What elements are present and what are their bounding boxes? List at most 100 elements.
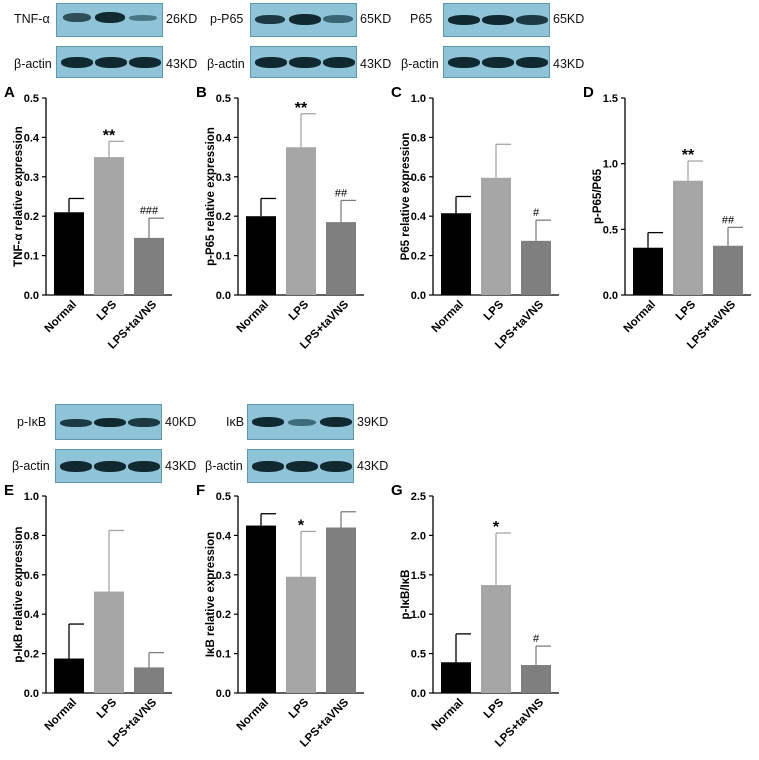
blot-kd-pikb: 40KD bbox=[165, 415, 197, 429]
y-tick-label: 0.0 bbox=[411, 290, 426, 302]
y-tick-label: 0.2 bbox=[24, 649, 39, 661]
y-tick-label: 0.0 bbox=[24, 290, 39, 302]
category-label: Normal bbox=[622, 299, 659, 336]
blot-strip-p65 bbox=[443, 3, 550, 37]
bar-lps-tavns bbox=[134, 667, 164, 693]
y-tick-label: 0.2 bbox=[411, 251, 426, 263]
category-label: LPS bbox=[95, 298, 120, 323]
bar-lps bbox=[673, 180, 703, 295]
band bbox=[320, 417, 352, 427]
significance-label: * bbox=[493, 519, 500, 536]
band bbox=[482, 15, 514, 25]
y-axis-label: p-P65 relative expression bbox=[205, 127, 217, 266]
y-tick-label: 1.0 bbox=[411, 93, 426, 105]
y-tick-label: 0.2 bbox=[216, 609, 231, 621]
significance-label: ** bbox=[295, 100, 308, 117]
y-axis-label: p-IκB/IκB bbox=[400, 570, 412, 620]
panel-letter-c: C bbox=[391, 84, 402, 101]
y-tick-label: 0.8 bbox=[24, 530, 39, 542]
y-tick-label: 0.5 bbox=[603, 224, 618, 236]
band bbox=[448, 57, 480, 68]
significance-label: ** bbox=[682, 147, 695, 164]
panel-letter-b: B bbox=[196, 84, 207, 101]
y-tick-label: 0.8 bbox=[411, 132, 426, 144]
actin-kd-pp65: 43KD bbox=[360, 57, 392, 71]
actin-strip-pp65 bbox=[250, 46, 357, 78]
band bbox=[252, 461, 284, 472]
bar-lps bbox=[94, 157, 124, 295]
y-axis-label: IκB relative expression bbox=[205, 532, 217, 657]
y-axis-label: p-P65/P65 bbox=[592, 168, 604, 224]
y-tick-label: 0.5 bbox=[216, 93, 231, 105]
category-label: LPS bbox=[482, 298, 507, 323]
panel-letter-g: G bbox=[391, 482, 403, 499]
y-tick-label: 1.0 bbox=[603, 159, 618, 171]
y-axis-label: P65 relative expression bbox=[400, 133, 412, 261]
band bbox=[288, 419, 316, 426]
significance-label: ** bbox=[103, 127, 116, 144]
actin-kd-tnfa: 43KD bbox=[166, 57, 198, 71]
blot-strip-pikb bbox=[55, 404, 162, 440]
category-label: Normal bbox=[43, 697, 80, 734]
y-tick-label: 1.0 bbox=[411, 609, 426, 621]
category-label: LPS bbox=[674, 298, 699, 323]
bar-normal bbox=[441, 662, 471, 693]
blot-kd-tnfa: 26KD bbox=[166, 12, 198, 26]
band bbox=[129, 15, 157, 21]
significance-label: ### bbox=[140, 205, 159, 217]
actin-label-ikb: β-actin bbox=[205, 459, 243, 473]
y-tick-label: 0.3 bbox=[216, 172, 231, 184]
band bbox=[255, 15, 285, 24]
band bbox=[94, 461, 126, 472]
y-tick-label: 2.5 bbox=[411, 491, 426, 503]
y-tick-label: 1.5 bbox=[411, 570, 426, 582]
category-label: Normal bbox=[235, 697, 272, 734]
blot-kd-p65: 65KD bbox=[553, 12, 585, 26]
actin-strip-tnfa bbox=[56, 46, 163, 78]
bar-lps bbox=[286, 576, 316, 693]
actin-strip-ikb bbox=[247, 449, 354, 483]
band bbox=[95, 12, 125, 23]
actin-kd-pikb: 43KD bbox=[165, 459, 197, 473]
bar-normal bbox=[633, 247, 663, 295]
blot-label-ikb: IκB bbox=[226, 415, 245, 429]
y-tick-label: 0.3 bbox=[216, 570, 231, 582]
y-tick-label: 0.2 bbox=[216, 211, 231, 223]
bar-lps bbox=[481, 585, 511, 693]
y-tick-label: 2.0 bbox=[411, 530, 426, 542]
band bbox=[63, 13, 91, 22]
y-tick-label: 1.5 bbox=[603, 93, 618, 105]
band bbox=[516, 57, 548, 68]
blot-strip-pp65 bbox=[250, 3, 357, 37]
y-tick-label: 0.4 bbox=[24, 609, 40, 621]
bar-lps-tavns bbox=[521, 665, 551, 693]
panel-letter-f: F bbox=[196, 482, 206, 499]
band bbox=[448, 15, 480, 25]
y-tick-label: 0.5 bbox=[24, 93, 39, 105]
bar-lps-tavns bbox=[134, 237, 164, 295]
y-tick-label: 0.2 bbox=[24, 211, 39, 223]
actin-strip-p65 bbox=[443, 46, 550, 78]
category-label: Normal bbox=[235, 299, 272, 336]
chart-pikb-expression: 0.0 0.2 0.4 0.6 0.8 1.0 p-IκB relative express… bbox=[13, 491, 172, 750]
band bbox=[128, 418, 160, 427]
band bbox=[60, 461, 92, 472]
y-tick-label: 0.5 bbox=[411, 649, 426, 661]
y-tick-label: 0.0 bbox=[216, 290, 231, 302]
band bbox=[61, 57, 93, 68]
significance-label: # bbox=[533, 633, 540, 645]
band bbox=[482, 57, 514, 68]
blot-strip-tnfa bbox=[56, 3, 163, 37]
y-tick-label: 0.0 bbox=[216, 688, 231, 700]
panel-letter-d: D bbox=[583, 84, 594, 101]
blot-strip-ikb bbox=[247, 404, 354, 440]
bar-lps-tavns bbox=[326, 527, 356, 693]
chart-pp65-p65-ratio: 0.00.51.01.5p-P65/P65Normal**LPS##LPS+ta… bbox=[592, 93, 751, 352]
panel-letter-a: A bbox=[4, 84, 15, 101]
bar-lps bbox=[481, 177, 511, 295]
band bbox=[128, 461, 160, 472]
chart-pikb-ikb-ratio: 0.00.51.01.52.02.5p-IκB/IκBNormal*LPS#LP… bbox=[400, 491, 559, 750]
significance-label: ## bbox=[335, 187, 348, 199]
y-tick-label: 0.1 bbox=[24, 251, 39, 263]
